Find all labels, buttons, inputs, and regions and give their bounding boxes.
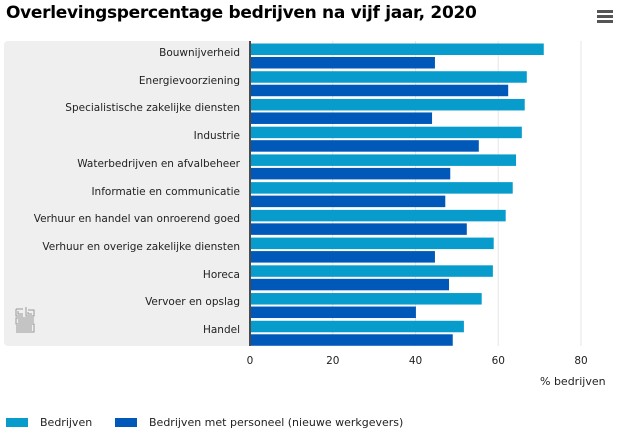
x-tick-label: 0 (246, 355, 254, 367)
category-label: Vervoer en opslag (145, 296, 240, 309)
bar-bedrijven[interactable] (250, 154, 517, 166)
category-label: Informatie en communicatie (91, 185, 240, 198)
bar-personeel[interactable] (250, 195, 446, 208)
bar-bedrijven[interactable] (250, 126, 522, 139)
bar-bedrijven[interactable] (250, 293, 482, 305)
legend-label-bedrijven: Bedrijven (40, 416, 93, 429)
cbs-logo-icon (15, 307, 35, 333)
x-axis-title: % bedrijven (540, 375, 606, 388)
bar-bedrijven[interactable] (250, 237, 494, 250)
category-label: Energievoorziening (138, 74, 240, 87)
bar-personeel[interactable] (250, 167, 451, 180)
bar-bedrijven[interactable] (250, 98, 525, 111)
bar-personeel[interactable] (250, 334, 453, 346)
chart-title: Overlevingspercentage bedrijven na vijf … (6, 3, 477, 23)
bar-bedrijven[interactable] (250, 182, 513, 194)
x-tick-label: 60 (491, 355, 505, 367)
legend-swatch-personeel (115, 418, 137, 427)
x-tick-label: 80 (574, 355, 588, 367)
bar-bedrijven[interactable] (250, 320, 464, 333)
bar-bedrijven[interactable] (250, 265, 493, 277)
category-label: Specialistische zakelijke diensten (65, 102, 240, 115)
x-tick-label: 20 (326, 355, 340, 367)
bar-bedrijven[interactable] (250, 209, 506, 222)
bar-personeel[interactable] (250, 112, 433, 124)
category-label: Industrie (193, 130, 240, 143)
category-label: Horeca (202, 268, 240, 281)
bar-personeel[interactable] (250, 306, 416, 319)
bar-personeel[interactable] (250, 140, 479, 152)
x-tick-label: 40 (408, 355, 423, 367)
legend-swatch-bedrijven (6, 418, 28, 427)
category-label-panel (4, 41, 250, 346)
bar-personeel[interactable] (250, 278, 450, 291)
category-label: Handel (202, 324, 240, 337)
hamburger-menu-icon[interactable] (597, 10, 613, 24)
category-label: Verhuur en overige zakelijke diensten (42, 240, 240, 253)
bar-bedrijven[interactable] (250, 43, 544, 56)
bar-bedrijven[interactable] (250, 71, 527, 83)
legend-label-personeel: Bedrijven met personeel (nieuwe werkgeve… (149, 416, 404, 429)
legend-item-personeel[interactable]: Bedrijven met personeel (nieuwe werkgeve… (115, 416, 403, 429)
bar-personeel[interactable] (250, 251, 435, 263)
category-label: Waterbedrijven en afvalbeheer (77, 157, 240, 170)
bar-personeel[interactable] (250, 84, 509, 97)
legend-item-bedrijven[interactable]: Bedrijven (6, 416, 92, 429)
category-label: Verhuur en handel van onroerend goed (33, 213, 240, 226)
bar-personeel[interactable] (250, 223, 467, 235)
bar-personeel[interactable] (250, 57, 435, 69)
category-label: Bouwnijverheid (159, 46, 240, 59)
